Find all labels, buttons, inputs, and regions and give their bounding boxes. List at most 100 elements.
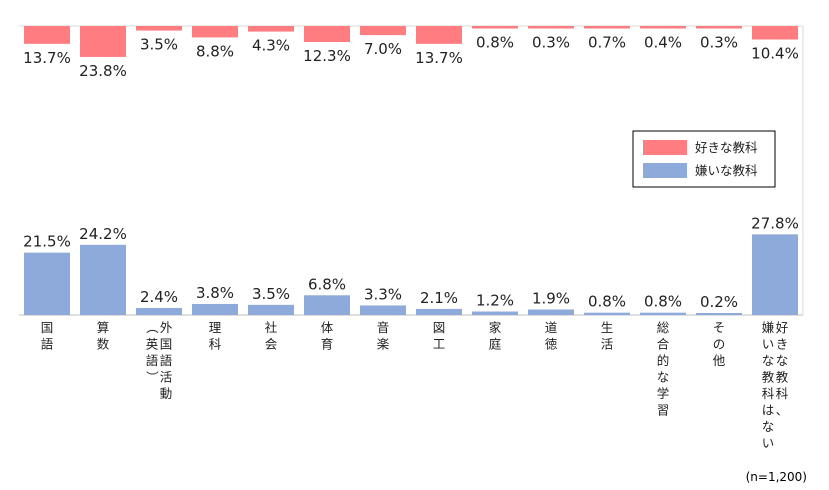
category-label-char: 理 <box>209 320 222 335</box>
category-label-char: そ <box>713 320 726 335</box>
category-label-char: 育 <box>321 337 334 352</box>
legend-label-like: 好きな教科 <box>695 140 758 155</box>
category-label-char: （ <box>145 321 160 334</box>
bar-dislike <box>360 305 406 315</box>
category-label-char: 、 <box>776 403 789 418</box>
category-label-char: い <box>762 337 775 352</box>
category-label-char: 活 <box>160 370 173 385</box>
data-label-like: 8.8% <box>196 42 234 60</box>
data-label-dislike: 2.4% <box>140 288 178 306</box>
bar-like <box>416 26 462 44</box>
legend-swatch-dislike <box>643 163 687 178</box>
category-label-char: な <box>762 353 775 368</box>
bar-like <box>752 26 798 40</box>
category-label-char: 教 <box>762 370 775 385</box>
category-label-char: 語 <box>41 337 54 352</box>
category-label-char: 算 <box>97 320 110 335</box>
category-label-char: 道 <box>545 320 558 335</box>
category-label-char: 語 <box>160 353 173 368</box>
category-label-char: 英 <box>146 337 159 352</box>
category-label-char: 科 <box>762 386 775 401</box>
category-label-char: 科 <box>776 386 789 401</box>
category-label-char: 工 <box>433 337 446 352</box>
bar-like <box>304 26 350 42</box>
bar-dislike <box>304 295 350 315</box>
data-label-like: 3.5% <box>140 36 178 54</box>
bar-dislike <box>472 311 518 315</box>
category-label-char: 学 <box>657 386 670 401</box>
data-label-like: 0.7% <box>588 34 626 52</box>
bar-like <box>80 26 126 57</box>
bar-like <box>248 26 294 32</box>
bar-dislike <box>416 308 462 315</box>
category-label-char: 教 <box>776 370 789 385</box>
category-label-char: 家 <box>489 320 502 335</box>
category-label-char: 社 <box>265 320 278 335</box>
legend-label-dislike: 嫌いな教科 <box>695 163 758 178</box>
data-label-dislike: 21.5% <box>23 233 71 251</box>
bar-like <box>696 26 742 29</box>
category-label-char: 音 <box>377 320 390 335</box>
category-label-char: 体 <box>321 320 334 335</box>
data-label-dislike: 6.8% <box>308 275 346 293</box>
category-label-char: 嫌 <box>762 320 775 335</box>
category-label-char: 外 <box>160 320 173 335</box>
bar-dislike <box>640 312 686 315</box>
bar-dislike <box>192 303 238 315</box>
data-label-like: 4.3% <box>252 37 290 55</box>
category-label-char: い <box>762 436 775 451</box>
bar-like <box>472 26 518 29</box>
category-label-char: 国 <box>160 337 173 352</box>
data-label-dislike: 0.8% <box>644 293 682 311</box>
category-label-char: の <box>713 337 726 352</box>
bar-dislike <box>696 313 742 315</box>
category-label-char: な <box>762 419 775 434</box>
category-label-char: き <box>776 337 789 352</box>
data-label-dislike: 1.9% <box>532 289 570 307</box>
bar-dislike <box>584 312 630 315</box>
category-label-char: な <box>776 353 789 368</box>
bar-dislike <box>528 309 574 315</box>
category-label-char: 徳 <box>545 337 558 352</box>
legend-swatch-like <box>643 140 687 155</box>
category-label-char: 動 <box>160 386 173 401</box>
category-label-char: 活 <box>601 337 614 352</box>
category-label-char: 語 <box>146 353 159 368</box>
category-label-char: 総 <box>657 320 670 335</box>
category-label-char: 庭 <box>489 337 502 352</box>
data-label-like: 12.3% <box>303 47 351 65</box>
category-label-char: は <box>762 403 775 418</box>
category-label-char: 好 <box>776 320 789 335</box>
data-label-dislike: 0.2% <box>700 293 738 311</box>
bar-like <box>136 26 182 31</box>
data-label-like: 0.3% <box>700 34 738 52</box>
data-label-dislike: 2.1% <box>420 289 458 307</box>
category-label-char: 会 <box>265 337 278 352</box>
data-label-like: 13.7% <box>23 49 71 67</box>
category-label-char: 他 <box>713 353 726 368</box>
data-label-dislike: 3.8% <box>196 284 234 302</box>
bar-dislike <box>24 252 70 315</box>
data-label-like: 10.4% <box>751 45 799 63</box>
category-label-char: 図 <box>433 320 446 335</box>
bar-like <box>528 26 574 29</box>
category-label-char: ） <box>145 371 160 384</box>
category-label-char: 数 <box>97 337 110 352</box>
data-label-dislike: 1.2% <box>476 292 514 310</box>
data-label-like: 0.3% <box>532 34 570 52</box>
bar-like <box>360 26 406 36</box>
bar-dislike <box>80 244 126 315</box>
data-label-like: 7.0% <box>364 40 402 58</box>
category-label-char: 生 <box>601 320 614 335</box>
data-label-like: 0.4% <box>644 34 682 52</box>
sample-size-note: (n=1,200) <box>745 470 807 484</box>
bar-dislike <box>136 308 182 315</box>
bar-like <box>640 26 686 29</box>
category-label-char: 的 <box>657 353 670 368</box>
category-label-char: 科 <box>209 337 222 352</box>
bar-dislike <box>248 304 294 315</box>
data-label-dislike: 3.5% <box>252 285 290 303</box>
data-label-dislike: 24.2% <box>79 225 127 243</box>
category-label-char: 楽 <box>377 337 390 352</box>
